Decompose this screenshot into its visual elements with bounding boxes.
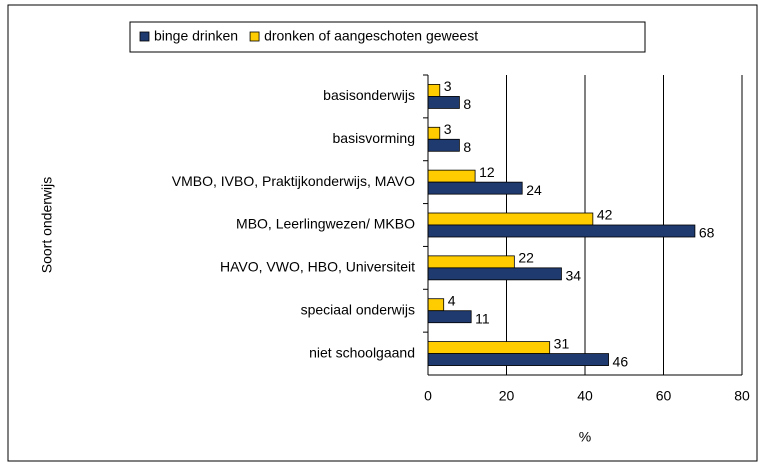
- bar: [427, 212, 594, 226]
- legend-label: binge drinken: [154, 28, 238, 44]
- y-tick-label: basisvorming: [333, 130, 415, 146]
- data-label: 31: [554, 335, 570, 351]
- data-label: 34: [565, 268, 581, 284]
- data-label: 12: [479, 164, 495, 180]
- y-tick-label: MBO, Leerlingwezen/ MKBO: [236, 216, 415, 232]
- bar: [427, 169, 476, 183]
- bar: [427, 84, 441, 97]
- bar: [427, 298, 445, 312]
- y-tick-label: basisonderwijs: [323, 87, 415, 103]
- bar: [427, 96, 460, 109]
- data-label: 8: [463, 96, 471, 112]
- bar: [427, 353, 609, 366]
- bar: [427, 310, 472, 324]
- x-tick-label: 20: [499, 388, 515, 404]
- x-tick-label: 0: [424, 388, 432, 404]
- y-tick-label: speciaal onderwijs: [301, 301, 415, 317]
- data-label: 24: [526, 182, 542, 198]
- bar: [427, 181, 523, 195]
- bar: [427, 341, 551, 354]
- data-label: 3: [444, 121, 452, 137]
- bar: [427, 255, 515, 269]
- x-tick-label: 80: [734, 388, 750, 404]
- data-label: 4: [448, 292, 456, 308]
- legend-swatch: [249, 31, 260, 42]
- data-label: 11: [475, 310, 490, 326]
- data-label: 42: [597, 207, 613, 223]
- data-label: 68: [699, 225, 715, 241]
- bar: [427, 267, 562, 281]
- x-tick-label: 40: [577, 388, 593, 404]
- legend-swatch: [139, 31, 150, 42]
- legend-label: dronken of aangeschoten geweest: [264, 28, 478, 44]
- data-label: 46: [613, 353, 629, 369]
- bar: [427, 224, 696, 238]
- y-axis-label: Soort onderwijs: [39, 177, 55, 274]
- y-tick-label: niet schoolgaand: [309, 344, 415, 360]
- y-tick-label: HAVO, VWO, HBO, Universiteit: [220, 259, 415, 275]
- x-tick-label: 60: [656, 388, 672, 404]
- bar: [427, 138, 460, 152]
- data-label: 3: [444, 78, 452, 94]
- x-axis-label: %: [579, 429, 591, 445]
- legend-box: [129, 21, 646, 53]
- y-tick-label: VMBO, IVBO, Praktijkonderwijs, MAVO: [172, 173, 415, 189]
- data-label: 8: [463, 139, 471, 155]
- bar: [427, 126, 441, 140]
- data-label: 22: [518, 250, 534, 266]
